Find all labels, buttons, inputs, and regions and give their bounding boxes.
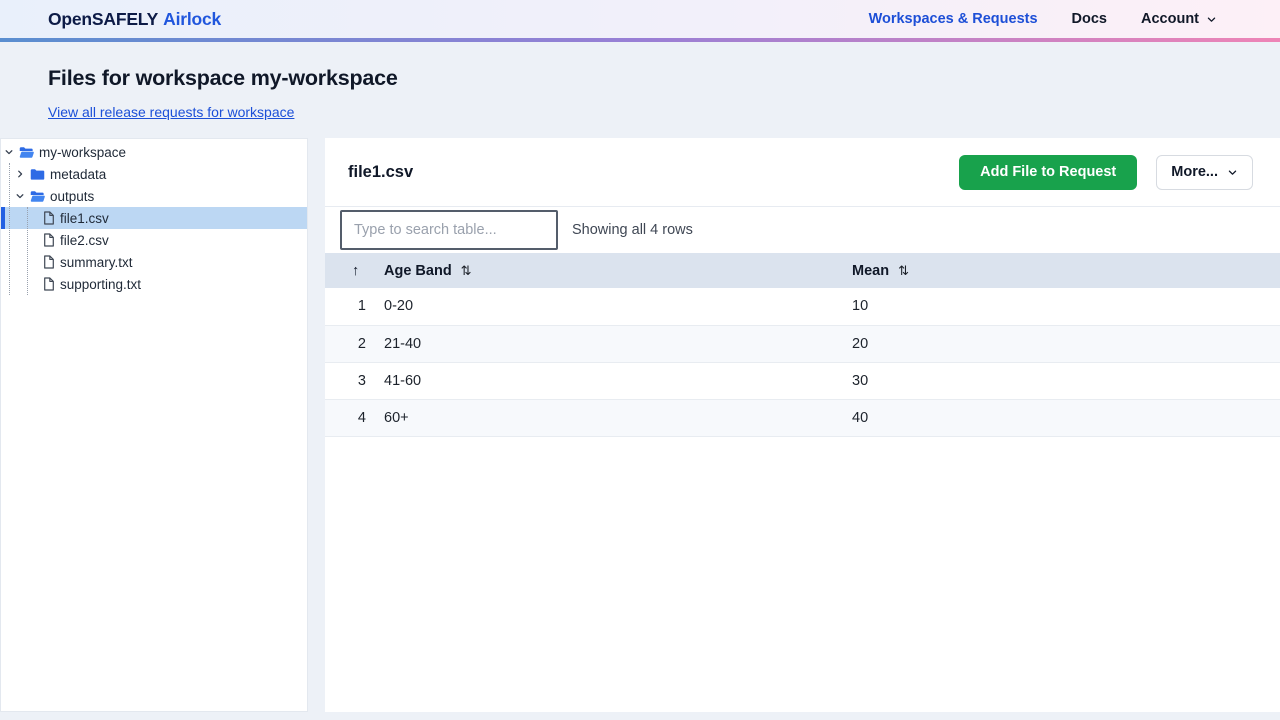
tree-item-label: metadata: [50, 166, 107, 182]
file-title: file1.csv: [348, 162, 414, 181]
tree-item-label: my-workspace: [39, 144, 127, 160]
cell-mean: 40: [851, 399, 1280, 437]
nav-link-docs[interactable]: Docs: [1071, 11, 1107, 27]
cell-age-band: 0-20: [383, 288, 851, 326]
tree-item-metadata[interactable]: metadata: [1, 163, 307, 185]
app-logo[interactable]: OpenSAFELY Airlock: [48, 9, 221, 30]
nav-links: Workspaces & Requests Docs Account: [869, 11, 1217, 27]
view-release-requests-link[interactable]: View all release requests for workspace: [48, 104, 295, 120]
tree-item-supporting-txt[interactable]: supporting.txt: [1, 273, 307, 295]
column-header-mean[interactable]: Mean ⇅: [851, 253, 1280, 288]
table-row: 2 21-40 20: [325, 325, 1280, 363]
nav-link-workspaces-requests[interactable]: Workspaces & Requests: [868, 11, 1038, 27]
more-button[interactable]: More...: [1156, 154, 1253, 190]
row-index: 1: [325, 288, 383, 326]
cell-mean: 30: [851, 362, 1280, 400]
tree-item-summary-txt[interactable]: summary.txt: [1, 251, 307, 273]
chevron-down-icon[interactable]: [15, 191, 25, 201]
table-header-row: ↑ Age Band ⇅ Mean ⇅: [325, 253, 1280, 288]
table-row: 3 41-60 30: [325, 362, 1280, 400]
file-icon: [43, 277, 55, 291]
file-panel-header: file1.csv Add File to Request More...: [325, 138, 1280, 207]
table-row: 4 60+ 40: [325, 399, 1280, 437]
sort-ascending-icon: ↑: [352, 262, 360, 279]
cell-mean: 20: [851, 325, 1280, 363]
file-tree-sidebar: my-workspace metadata outputs: [0, 138, 308, 712]
page-header: Files for workspace my-workspace View al…: [0, 42, 1280, 133]
file-actions: Add File to Request More...: [959, 154, 1253, 190]
tree-item-label: file2.csv: [60, 232, 109, 248]
cell-age-band: 60+: [383, 399, 851, 437]
tree-item-file2-csv[interactable]: file2.csv: [1, 229, 307, 251]
tree-item-outputs[interactable]: outputs: [1, 185, 307, 207]
nav-gradient-border: [0, 38, 1280, 42]
row-index: 3: [325, 362, 383, 400]
column-label: Age Band: [384, 262, 452, 279]
file-panel: file1.csv Add File to Request More... Sh…: [325, 138, 1280, 712]
folder-closed-icon: [30, 168, 45, 181]
chevron-right-icon[interactable]: [15, 169, 25, 179]
tree-item-my-workspace[interactable]: my-workspace: [1, 141, 307, 163]
logo-secondary: Airlock: [163, 8, 222, 29]
index-column-header[interactable]: ↑: [325, 253, 383, 288]
row-index: 2: [325, 325, 383, 363]
table-search-input[interactable]: [340, 210, 558, 250]
chevron-down-icon[interactable]: [4, 147, 14, 157]
tree-item-label: outputs: [50, 188, 95, 204]
cell-age-band: 41-60: [383, 362, 851, 400]
page-title: Files for workspace my-workspace: [48, 66, 398, 90]
folder-open-icon: [19, 146, 34, 159]
add-file-to-request-button[interactable]: Add File to Request: [959, 154, 1138, 190]
tree-item-label: supporting.txt: [60, 276, 142, 292]
folder-open-icon: [30, 190, 45, 203]
sort-icon: ⇅: [460, 262, 472, 278]
tree-item-label: file1.csv: [60, 210, 109, 226]
nav-link-account-label: Account: [1141, 11, 1199, 27]
file-icon: [43, 233, 55, 247]
cell-age-band: 21-40: [383, 325, 851, 363]
sort-icon: ⇅: [898, 262, 909, 278]
row-count-status: Showing all 4 rows: [572, 222, 693, 238]
chevron-down-icon: [1227, 167, 1238, 178]
tree-item-label: summary.txt: [60, 254, 133, 270]
row-index: 4: [325, 399, 383, 437]
content-area: my-workspace metadata outputs: [0, 138, 1280, 712]
nav-link-account[interactable]: Account: [1141, 11, 1217, 27]
cell-mean: 10: [851, 288, 1280, 326]
chevron-down-icon: [1206, 14, 1217, 25]
file-icon: [43, 255, 55, 269]
top-nav: OpenSAFELY Airlock Workspaces & Requests …: [0, 0, 1280, 38]
more-button-label: More...: [1171, 164, 1218, 180]
column-header-age-band[interactable]: Age Band ⇅: [383, 253, 851, 288]
file-icon: [43, 211, 55, 225]
tree-item-file1-csv[interactable]: file1.csv: [1, 207, 307, 229]
table-row: 1 0-20 10: [325, 288, 1280, 326]
file-tree: my-workspace metadata outputs: [1, 139, 307, 295]
table-toolbar: Showing all 4 rows: [325, 207, 1280, 253]
logo-primary: OpenSAFELY: [48, 8, 159, 29]
column-label: Mean: [852, 262, 890, 279]
csv-data-table: ↑ Age Band ⇅ Mean ⇅ 1 0-20 10 2 21-40 20 3: [325, 253, 1280, 437]
